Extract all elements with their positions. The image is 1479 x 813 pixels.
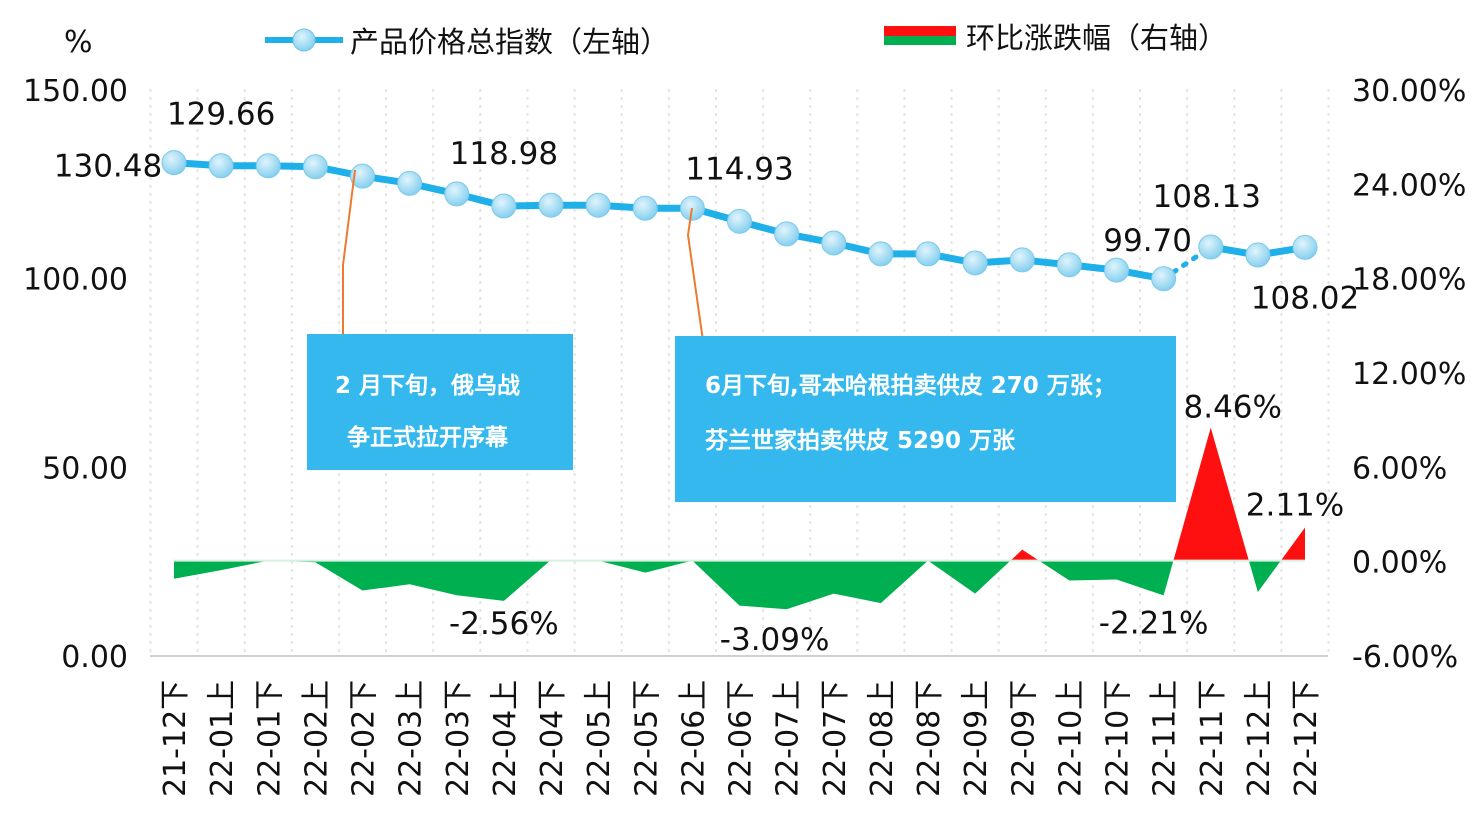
x-tick-label: 22-09下 [1006, 680, 1041, 797]
annotation-box-war: 2 月下旬，俄乌战 争正式拉开序幕 [307, 334, 573, 470]
left-tick-label: 50.00 [42, 451, 128, 486]
annotation-text: 芬兰世家拍卖供皮 5290 万张 [705, 428, 1016, 454]
index-point [161, 150, 187, 176]
x-tick-label: 22-02下 [347, 680, 382, 797]
change-area-negative [174, 560, 1305, 610]
index-data-label: 118.98 [450, 136, 558, 172]
x-tick-label: 22-06上 [676, 680, 711, 797]
x-tick-label: 21-12下 [158, 680, 193, 797]
annotation-text: 争正式拉开序幕 [347, 425, 508, 451]
index-point [1009, 247, 1035, 273]
x-tick-label: 22-01下 [252, 680, 287, 797]
change-area-positive [550, 427, 1305, 560]
index-point [632, 195, 658, 221]
index-point [538, 192, 564, 218]
x-tick-label: 22-11下 [1195, 680, 1230, 797]
legend-marker [292, 28, 316, 52]
index-point [350, 163, 375, 189]
legend-label-change: 环比涨跌幅（右轴） [966, 21, 1227, 55]
right-tick-label: 12.00% [1352, 357, 1466, 392]
index-point [1198, 234, 1224, 260]
change-data-label: -2.21% [1099, 605, 1209, 641]
right-tick-label: 24.00% [1352, 168, 1466, 203]
annotation-leader-1 [342, 169, 356, 335]
index-point [208, 153, 234, 179]
left-tick-label: 100.00 [23, 263, 128, 298]
index-data-label: 114.93 [685, 151, 793, 187]
x-tick-label: 22-01上 [205, 680, 240, 797]
index-point [255, 153, 281, 179]
index-point [302, 154, 328, 180]
index-point [821, 230, 847, 256]
annotation-box-auction: 6月下旬,哥本哈根拍卖供皮 270 万张； 芬兰世家拍卖供皮 5290 万张 [675, 336, 1176, 502]
index-data-label: 130.48 [54, 149, 162, 185]
x-tick-label: 22-05下 [629, 680, 664, 797]
index-line [173, 159, 1165, 283]
x-tick-label: 22-04上 [488, 680, 523, 797]
x-tick-label: 22-12上 [1242, 680, 1277, 797]
legend-label-index: 产品价格总指数（左轴） [350, 25, 669, 59]
legend-area-swatch-green [884, 36, 956, 45]
x-tick-label: 22-02上 [299, 680, 334, 797]
x-tick-label: 22-07上 [771, 680, 806, 797]
index-point [727, 208, 752, 234]
x-tick-label: 22-05上 [582, 680, 617, 797]
index-point [868, 241, 894, 267]
annotation-text: 2 月下旬，俄乌战 [335, 373, 521, 399]
change-data-label: 8.46% [1184, 390, 1282, 426]
right-tick-label: 30.00% [1352, 74, 1466, 109]
right-tick-label: -6.00% [1352, 640, 1458, 675]
x-tick-label: 22-10上 [1053, 680, 1088, 797]
index-point [397, 170, 423, 196]
right-tick-label: 18.00% [1352, 263, 1466, 298]
x-tick-label: 22-11上 [1148, 680, 1183, 797]
index-point [1245, 242, 1271, 268]
x-tick-label: 22-08下 [912, 680, 947, 797]
change-data-label: 2.11% [1246, 487, 1344, 523]
x-tick-label: 22-06下 [724, 680, 759, 797]
index-point [1292, 234, 1318, 260]
index-point [1104, 257, 1129, 283]
index-point [962, 250, 988, 276]
index-data-label: 129.66 [167, 97, 275, 133]
index-data-label: 108.13 [1153, 179, 1261, 215]
change-data-label: -3.09% [720, 622, 830, 658]
x-tick-label: 22-07下 [818, 680, 853, 797]
index-point [444, 181, 470, 207]
index-point [1056, 252, 1082, 278]
x-tick-label: 22-12下 [1289, 680, 1324, 797]
right-tick-label: 0.00% [1352, 546, 1447, 581]
index-data-label: 108.02 [1251, 280, 1359, 316]
index-data-label: 99.70 [1103, 223, 1192, 259]
left-tick-label: 150.00 [23, 74, 128, 109]
annotation-leader-2 [686, 207, 705, 349]
x-tick-label: 22-03上 [394, 680, 429, 797]
index-point [1151, 266, 1177, 292]
x-tick-label: 22-09上 [959, 680, 994, 797]
index-point [491, 193, 517, 219]
annotation-text: 6月下旬,哥本哈根拍卖供皮 270 万张； [705, 373, 1116, 399]
index-point [915, 241, 941, 267]
x-tick-label: 22-10下 [1101, 680, 1136, 797]
legend-area-swatch-red [884, 26, 956, 36]
x-tick-label: 22-08上 [865, 680, 900, 797]
index-point [774, 221, 800, 247]
left-tick-label: 0.00 [61, 640, 128, 675]
x-tick-label: 22-04下 [535, 680, 570, 797]
right-tick-label: 6.00% [1352, 451, 1447, 486]
x-tick-label: 22-03下 [441, 680, 476, 797]
index-point [585, 192, 611, 218]
left-axis-unit: % [64, 25, 93, 60]
change-data-label: -2.56% [449, 606, 559, 642]
